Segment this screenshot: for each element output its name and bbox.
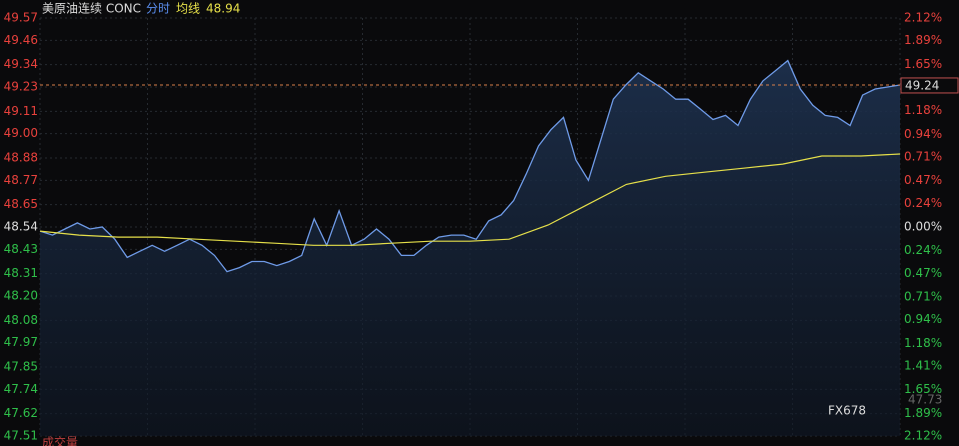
y-tick-label: 47.62 <box>4 406 38 420</box>
y2-tick-label: 1.65% <box>904 57 942 71</box>
last-price-label: 49.24 <box>905 78 939 92</box>
y2-tick-label: 1.65% <box>904 382 942 396</box>
avg-value: 48.94 <box>206 2 240 16</box>
y2-tick-label: 1.89% <box>904 406 942 420</box>
price-line <box>39 59 901 273</box>
y2-tick-label: 0.00% <box>904 220 942 234</box>
y2-tick-label: 0.47% <box>904 266 942 280</box>
y-tick-label: 48.88 <box>4 151 38 165</box>
chart-title: 美原油连续 CONC <box>42 1 141 16</box>
y2-tick-label: 1.18% <box>904 336 942 350</box>
y2-tick-label: 0.47% <box>904 173 942 187</box>
y-tick-label: 48.31 <box>4 266 38 280</box>
y-tick-label: 49.11 <box>4 104 38 118</box>
y-tick-label: 49.00 <box>4 126 38 140</box>
y2-tick-label: 1.89% <box>904 33 942 47</box>
y-tick-label: 48.77 <box>4 173 38 187</box>
y-tick-label: 48.20 <box>4 288 38 302</box>
y2-tick-label: 0.71% <box>904 289 942 303</box>
area <box>40 60 900 436</box>
y2-tick-label: 0.71% <box>904 150 942 164</box>
y-tick-label: 48.08 <box>4 313 38 327</box>
y-tick-label: 47.51 <box>4 429 38 443</box>
y-tick-label: 49.34 <box>4 57 38 71</box>
y-tick-label: 48.43 <box>4 242 38 256</box>
y-tick-label: 47.97 <box>4 335 38 349</box>
y-tick-label: 49.57 <box>4 11 38 25</box>
y-tick-label: 49.46 <box>4 33 38 47</box>
watermark: FX678 <box>828 404 866 418</box>
volume-label: 成交量 <box>42 435 78 446</box>
y2-tick-label: 1.41% <box>904 359 942 373</box>
y-tick-label: 47.85 <box>4 360 38 374</box>
y2-tick-label: 2.12% <box>904 429 942 443</box>
y2-tick-label: 1.18% <box>904 103 942 117</box>
y-tick-label: 48.54 <box>4 220 38 234</box>
subtitle: 分时 <box>146 2 170 16</box>
y2-tick-label: 0.24% <box>904 196 942 210</box>
y2-tick-label: 0.94% <box>904 127 942 141</box>
y2-tick-label: 2.12% <box>904 11 942 25</box>
price-line <box>39 153 901 246</box>
y-tick-label: 49.23 <box>4 79 38 93</box>
y2-tick-label: 0.94% <box>904 312 942 326</box>
y2-tick-label: 0.24% <box>904 243 942 257</box>
last-price-box <box>900 77 959 94</box>
avg-label: 均线 <box>176 2 200 16</box>
y-tick-label: 47.74 <box>4 382 38 396</box>
y-tick-label: 48.65 <box>4 197 38 211</box>
overlay-label: 47.73 <box>908 393 942 407</box>
